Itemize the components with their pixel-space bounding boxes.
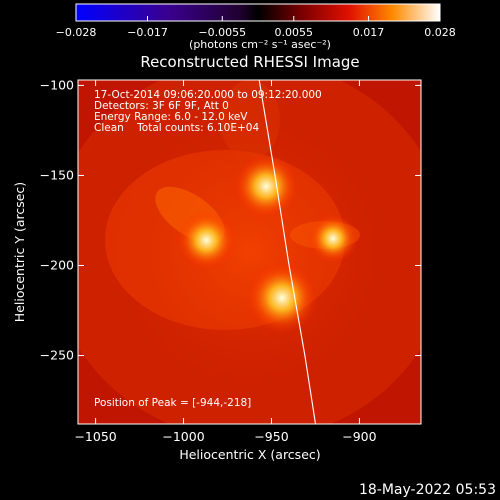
- x-tick-label: −1050: [74, 429, 116, 444]
- y-tick-label: −200: [40, 258, 74, 273]
- y-tick-label: −100: [40, 77, 74, 92]
- colorbar-tick-label: −0.0055: [198, 26, 246, 39]
- colorbar-ticks: −0.028 −0.017 −0.0055 0.0055 0.017 0.028: [56, 16, 456, 39]
- y-tick-label: −150: [40, 167, 74, 182]
- colorbar-unit-label: (photons cm⁻² s⁻¹ asec⁻²): [189, 38, 331, 51]
- chart-title: Reconstructed RHESSI Image: [140, 53, 360, 71]
- detectors-annotation: Detectors: 3F 6F 9F, Att 0: [94, 100, 229, 112]
- y-tick-label: −250: [40, 348, 74, 363]
- x-axis-ticks: −1050 −1000 −950 −900: [74, 80, 377, 444]
- colorbar-tick-label: −0.028: [56, 26, 97, 39]
- emission-source: [246, 261, 319, 334]
- x-tick-label: −900: [342, 429, 376, 444]
- colorbar-tick-label: 0.0055: [275, 26, 314, 39]
- heatmap: [78, 80, 421, 424]
- y-axis-label: Heliocentric Y (arcsec): [12, 182, 27, 322]
- emission-source: [233, 153, 300, 220]
- x-tick-label: −950: [254, 429, 288, 444]
- clean-annotation: Clean Total counts: 6.10E+04: [94, 122, 260, 134]
- peak-position-annotation: Position of Peak = [-944,-218]: [94, 397, 252, 409]
- colorbar-tick-label: 0.028: [424, 26, 456, 39]
- x-tick-label: −1000: [162, 429, 204, 444]
- emission-source: [176, 210, 237, 271]
- time-range-annotation: 17-Oct-2014 09:06:20.000 to 09:12:20.000: [94, 89, 322, 101]
- plot-frame: [77, 79, 422, 425]
- energy-range-annotation: Energy Range: 6.0 - 12.0 keV: [94, 111, 248, 123]
- x-axis-label: Heliocentric X (arcsec): [179, 447, 320, 462]
- y-axis-ticks: −100 −150 −200 −250: [40, 77, 421, 363]
- solar-limb-line: [258, 80, 317, 424]
- colorbar-tick-label: −0.017: [127, 26, 168, 39]
- timestamp: 18-May-2022 05:53: [358, 482, 496, 498]
- colorbar-tick-label: 0.017: [353, 26, 385, 39]
- emission-source: [308, 213, 359, 264]
- colorbar: [75, 3, 441, 22]
